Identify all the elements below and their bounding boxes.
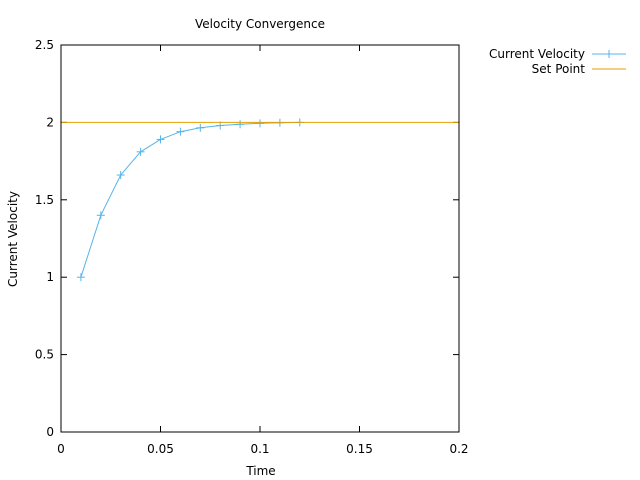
y-tick-label: 2.5 [35, 38, 54, 52]
data-point [96, 211, 105, 220]
series-layer [61, 118, 459, 282]
x-tick-label: 0.2 [449, 442, 468, 456]
x-tick-label: 0.1 [250, 442, 269, 456]
data-point [256, 119, 264, 128]
data-point [236, 120, 245, 129]
y-axis-label: Current Velocity [6, 191, 20, 287]
legend-label: Set Point [532, 62, 586, 76]
data-point [176, 127, 185, 136]
tick-layer: 0 0.05 0.1 0.15 0.2 0 0.5 1 1.5 2 2.5 [35, 38, 469, 456]
data-point [196, 123, 205, 132]
y-tick-label: 1 [46, 270, 54, 284]
x-tick-label: 0 [57, 442, 65, 456]
data-point [76, 273, 85, 282]
y-tick-label: 0.5 [35, 348, 54, 362]
chart-title: Velocity Convergence [195, 17, 325, 31]
series-line-current-velocity [80, 121, 300, 278]
data-point [116, 171, 125, 180]
y-tick-label: 2 [46, 115, 54, 129]
x-tick-label: 0.15 [346, 442, 373, 456]
x-tick-label: 0.05 [147, 442, 174, 456]
legend-label: Current Velocity [489, 47, 585, 61]
y-tick-label: 0 [46, 425, 54, 439]
y-tick-label: 1.5 [35, 193, 54, 207]
data-point [136, 147, 145, 156]
legend-marker [605, 50, 613, 58]
plot-frame [60, 44, 460, 433]
x-axis-label: Time [245, 464, 275, 478]
data-point [156, 135, 165, 144]
